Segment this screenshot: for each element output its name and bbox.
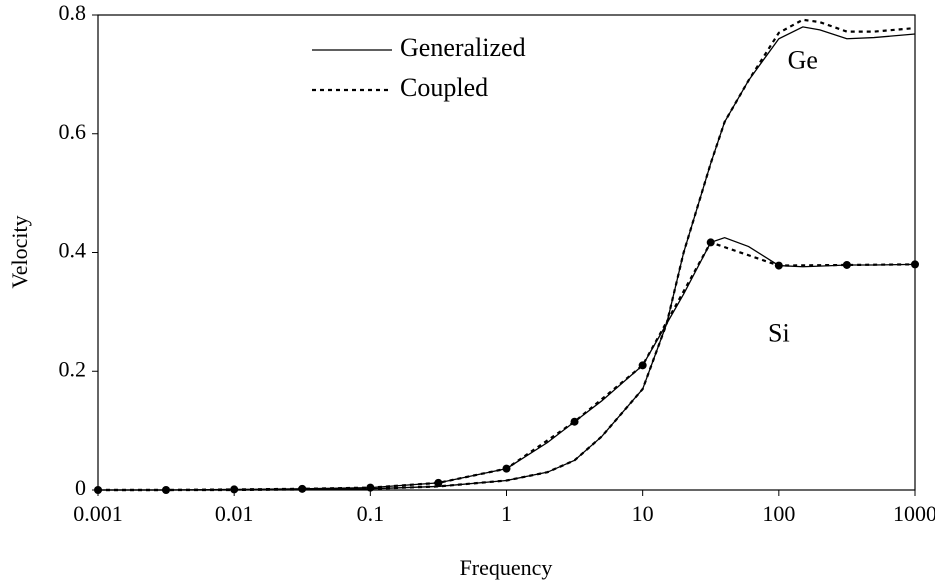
series-line: [98, 26, 916, 491]
legend-label: Coupled: [400, 73, 488, 102]
x-tick-label: 1000: [893, 501, 935, 526]
y-tick-label: 0.6: [59, 119, 87, 144]
data-point: [638, 361, 647, 370]
y-axis-label: Velocity: [7, 215, 32, 288]
series-line: [98, 241, 916, 492]
data-point: [94, 486, 102, 494]
x-tick-label: 0.001: [73, 501, 123, 526]
plot-frame: [97, 14, 916, 491]
data-point: [162, 486, 171, 494]
data-point: [434, 478, 443, 487]
y-tick-label: 0.8: [59, 0, 87, 25]
x-tick-label: 10: [632, 501, 654, 526]
data-point: [706, 238, 715, 247]
series-line: [98, 18, 916, 492]
legend-label: Generalized: [400, 33, 526, 62]
data-point: [502, 464, 511, 473]
y-tick-label: 0.4: [59, 238, 87, 263]
data-point: [774, 261, 783, 270]
annotation: Ge: [788, 45, 818, 74]
data-point: [570, 417, 579, 426]
annotation: Si: [768, 319, 790, 348]
y-tick-label: 0.2: [59, 356, 87, 381]
x-tick-label: 0.01: [215, 501, 254, 526]
data-point: [230, 485, 239, 494]
y-tick-label: 0: [75, 475, 86, 500]
series-line: [98, 236, 916, 491]
data-point: [842, 260, 851, 269]
data-point: [911, 260, 919, 269]
data-point: [366, 483, 375, 492]
x-axis-label: Frequency: [460, 555, 553, 580]
data-point: [298, 484, 307, 493]
x-tick-label: 100: [762, 501, 795, 526]
x-tick-label: 0.1: [357, 501, 385, 526]
x-tick-label: 1: [501, 501, 512, 526]
